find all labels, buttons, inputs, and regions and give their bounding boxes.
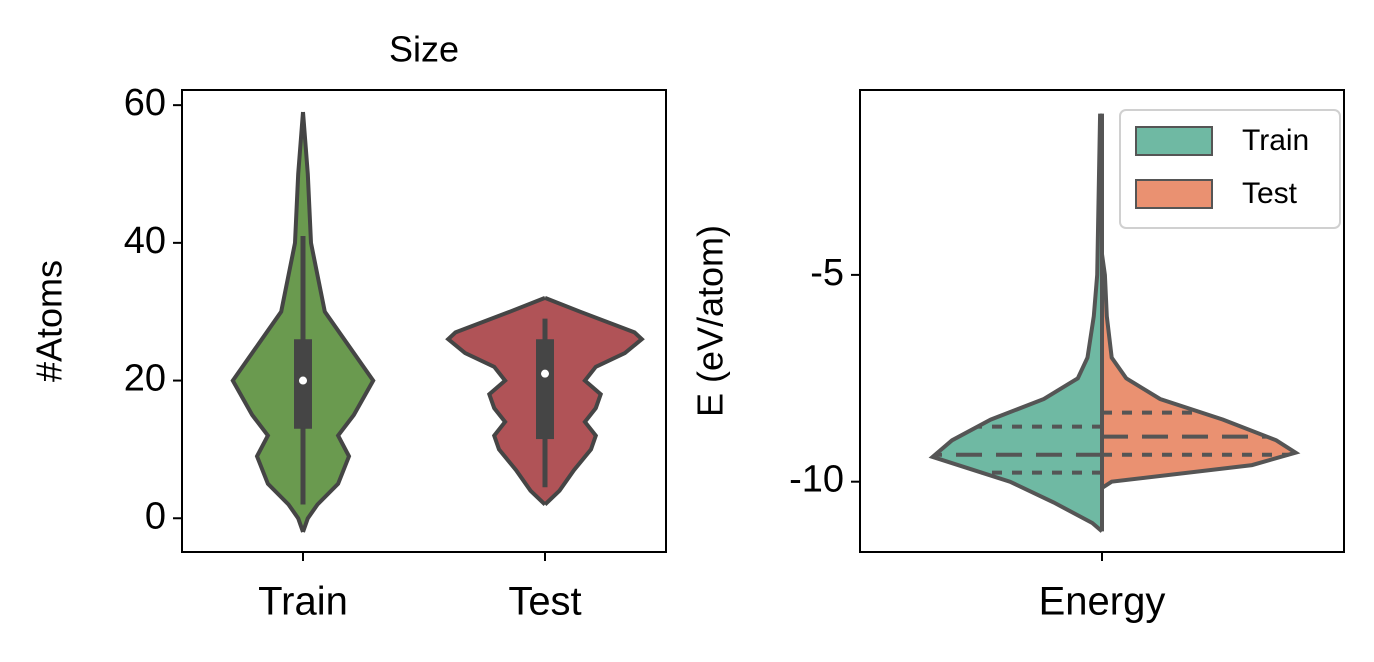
y-tick-label: -5 — [810, 252, 844, 294]
median — [541, 369, 549, 378]
violin-half — [932, 113, 1102, 532]
violin-outline — [445, 296, 547, 506]
x-tick-label: Test — [508, 580, 581, 624]
violin-outline — [543, 296, 645, 506]
y-axis-label: #Atoms — [29, 260, 70, 382]
violin-outline — [230, 111, 305, 533]
y-tick-label: 40 — [124, 220, 166, 262]
violin-half — [545, 297, 642, 505]
y-tick-label: -10 — [789, 459, 844, 501]
legend-label: Train — [1242, 124, 1309, 157]
median — [299, 376, 307, 385]
violin-half — [303, 112, 374, 533]
violin-half — [448, 297, 545, 505]
chart-title: Size — [389, 29, 459, 70]
violin-outline — [301, 111, 376, 533]
plot-frame — [181, 89, 667, 553]
violin-outline — [1100, 253, 1301, 490]
x-tick-label: Energy — [1039, 580, 1166, 624]
violin-half — [232, 112, 303, 533]
legend-label: Test — [1242, 177, 1298, 210]
legend-swatch — [1135, 179, 1213, 209]
legend-swatch — [1135, 126, 1213, 156]
y-tick-label: 60 — [124, 82, 166, 124]
x-tick-label: Train — [258, 580, 348, 624]
y-tick-label: 0 — [145, 495, 166, 537]
y-axis-label: E (eV/atom) — [690, 225, 731, 417]
box — [536, 339, 554, 440]
y-tick-label: 20 — [124, 358, 166, 400]
violin-outline — [928, 113, 1104, 533]
